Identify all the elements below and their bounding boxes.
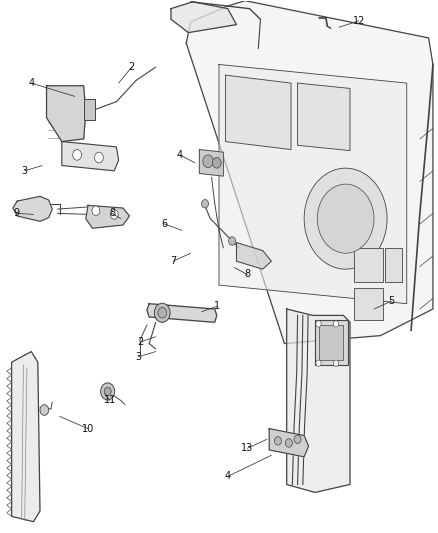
- Polygon shape: [186, 1, 433, 344]
- Polygon shape: [12, 352, 40, 522]
- Polygon shape: [297, 83, 350, 151]
- Circle shape: [294, 435, 301, 443]
- Text: 8: 8: [244, 270, 251, 279]
- Text: 2: 2: [137, 337, 144, 347]
- Text: 6: 6: [161, 219, 167, 229]
- Polygon shape: [147, 304, 217, 322]
- Circle shape: [275, 437, 282, 445]
- Circle shape: [317, 184, 374, 253]
- Polygon shape: [269, 429, 308, 457]
- Text: 1: 1: [214, 301, 220, 311]
- Bar: [84, 99, 95, 120]
- Circle shape: [92, 206, 100, 215]
- Circle shape: [73, 150, 81, 160]
- Polygon shape: [199, 150, 223, 176]
- Circle shape: [212, 158, 221, 168]
- Circle shape: [286, 439, 292, 447]
- Circle shape: [158, 308, 166, 318]
- Text: 3: 3: [21, 166, 28, 176]
- Polygon shape: [226, 75, 291, 150]
- Text: 3: 3: [135, 352, 141, 362]
- Polygon shape: [62, 142, 119, 171]
- Circle shape: [104, 387, 111, 395]
- Text: 7: 7: [170, 256, 176, 266]
- Bar: [354, 248, 383, 282]
- Text: 12: 12: [353, 16, 365, 26]
- Circle shape: [40, 405, 49, 415]
- Polygon shape: [46, 86, 86, 142]
- Text: 5: 5: [389, 296, 395, 306]
- Circle shape: [201, 199, 208, 208]
- Text: 4: 4: [225, 472, 231, 481]
- Circle shape: [333, 321, 339, 327]
- Circle shape: [316, 360, 321, 367]
- Circle shape: [316, 321, 321, 327]
- Polygon shape: [219, 64, 407, 304]
- Polygon shape: [237, 243, 272, 269]
- Bar: [385, 248, 403, 282]
- Bar: [315, 320, 348, 365]
- Text: 11: 11: [104, 395, 116, 406]
- Circle shape: [154, 303, 170, 322]
- Circle shape: [95, 152, 103, 163]
- Polygon shape: [13, 196, 52, 221]
- Circle shape: [304, 168, 387, 269]
- Bar: [319, 325, 343, 360]
- Text: 13: 13: [241, 443, 254, 453]
- Circle shape: [203, 155, 213, 167]
- Polygon shape: [86, 205, 130, 228]
- Text: 9: 9: [13, 208, 19, 219]
- Circle shape: [229, 237, 236, 245]
- Text: 10: 10: [82, 424, 94, 434]
- Polygon shape: [171, 2, 237, 33]
- Polygon shape: [287, 309, 350, 492]
- Circle shape: [110, 209, 118, 219]
- Text: 8: 8: [109, 208, 115, 219]
- Text: 4: 4: [177, 150, 183, 160]
- Circle shape: [333, 360, 339, 367]
- Bar: [354, 288, 383, 320]
- Text: 4: 4: [28, 78, 34, 88]
- Text: 2: 2: [128, 62, 135, 72]
- Circle shape: [101, 383, 115, 400]
